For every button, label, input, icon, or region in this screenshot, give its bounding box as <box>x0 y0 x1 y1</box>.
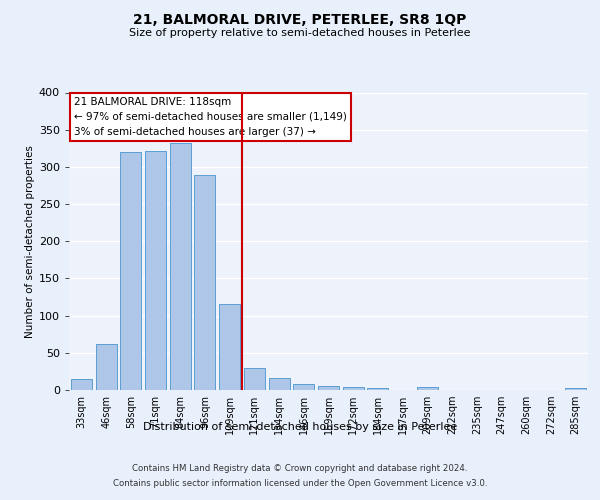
Bar <box>120 152 141 390</box>
Bar <box>565 388 586 390</box>
Bar <box>244 368 265 390</box>
Bar <box>343 387 364 390</box>
Y-axis label: Number of semi-detached properties: Number of semi-detached properties <box>25 145 35 338</box>
Bar <box>145 150 166 390</box>
Bar <box>95 344 116 390</box>
Text: Contains public sector information licensed under the Open Government Licence v3: Contains public sector information licen… <box>113 479 487 488</box>
Bar <box>219 304 240 390</box>
Text: Distribution of semi-detached houses by size in Peterlee: Distribution of semi-detached houses by … <box>143 422 457 432</box>
Text: 21 BALMORAL DRIVE: 118sqm
← 97% of semi-detached houses are smaller (1,149)
3% o: 21 BALMORAL DRIVE: 118sqm ← 97% of semi-… <box>74 97 347 136</box>
Text: 21, BALMORAL DRIVE, PETERLEE, SR8 1QP: 21, BALMORAL DRIVE, PETERLEE, SR8 1QP <box>133 12 467 26</box>
Bar <box>170 143 191 390</box>
Bar <box>71 379 92 390</box>
Text: Contains HM Land Registry data © Crown copyright and database right 2024.: Contains HM Land Registry data © Crown c… <box>132 464 468 473</box>
Bar <box>318 386 339 390</box>
Bar <box>367 388 388 390</box>
Bar <box>194 175 215 390</box>
Bar <box>293 384 314 390</box>
Text: Size of property relative to semi-detached houses in Peterlee: Size of property relative to semi-detach… <box>129 28 471 38</box>
Bar <box>269 378 290 390</box>
Bar <box>417 387 438 390</box>
